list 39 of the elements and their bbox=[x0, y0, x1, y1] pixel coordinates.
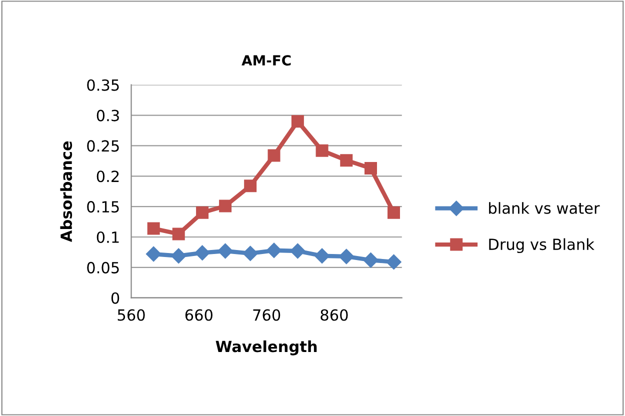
legend-label: Drug vs Blank bbox=[489, 238, 594, 254]
point bbox=[172, 228, 185, 240]
x-tick-label: 660 bbox=[185, 309, 212, 321]
y-tick-label: 0.35 bbox=[87, 79, 119, 91]
point bbox=[146, 246, 162, 262]
x-tick-label: 760 bbox=[253, 309, 280, 321]
point bbox=[268, 149, 280, 162]
point bbox=[316, 144, 328, 157]
y-tick-label: 0.1 bbox=[96, 231, 119, 244]
point bbox=[244, 180, 257, 192]
x-tick-label: 560 bbox=[118, 309, 145, 321]
legend-label: blank vs water bbox=[489, 202, 600, 214]
y-tick-label: 0.25 bbox=[87, 140, 119, 152]
y-tick-label: 0.3 bbox=[96, 110, 119, 122]
point bbox=[291, 115, 304, 128]
chart-title: AM-FC bbox=[242, 55, 291, 66]
y-tick-label: 0.2 bbox=[96, 170, 119, 182]
point bbox=[363, 252, 378, 268]
point bbox=[338, 248, 354, 264]
point bbox=[147, 222, 160, 235]
y-axis-title: Absorbance bbox=[60, 141, 72, 242]
point bbox=[242, 246, 258, 261]
y-tick-label: 0 bbox=[111, 292, 120, 304]
y-tick-label: 0.15 bbox=[87, 201, 119, 213]
point bbox=[219, 200, 232, 212]
x-tick-label: 860 bbox=[320, 309, 348, 321]
point bbox=[314, 248, 330, 264]
point bbox=[218, 243, 233, 259]
point bbox=[340, 154, 353, 167]
point bbox=[194, 245, 210, 260]
y-tick-label: 0.05 bbox=[87, 262, 119, 274]
point bbox=[364, 162, 378, 174]
point bbox=[266, 242, 282, 258]
point bbox=[388, 206, 400, 219]
point bbox=[386, 254, 402, 270]
point bbox=[171, 248, 186, 264]
x-axis-title: Wavelength bbox=[216, 340, 317, 356]
point bbox=[196, 206, 209, 219]
point bbox=[290, 243, 306, 259]
